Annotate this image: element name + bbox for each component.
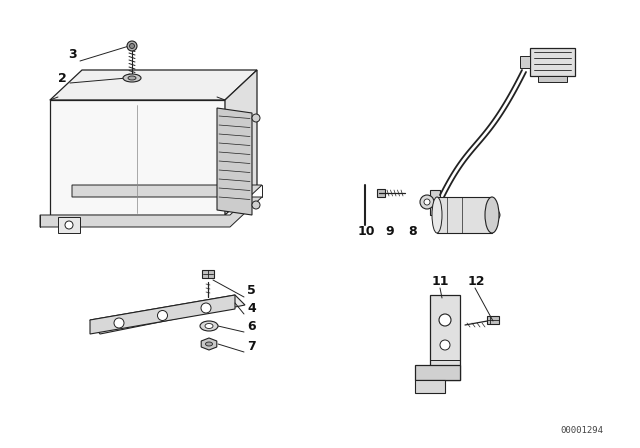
Polygon shape [217,108,252,215]
Ellipse shape [200,321,218,331]
Polygon shape [377,189,385,197]
Text: 10: 10 [358,225,376,238]
Text: 5: 5 [247,284,256,297]
Ellipse shape [123,74,141,82]
Polygon shape [201,338,217,350]
Ellipse shape [128,76,136,80]
Polygon shape [530,48,575,76]
Polygon shape [430,190,440,215]
Ellipse shape [432,197,442,233]
Circle shape [157,310,168,320]
Circle shape [490,210,500,220]
Ellipse shape [485,197,499,233]
Text: 11: 11 [432,275,449,288]
Circle shape [252,201,260,209]
Text: 9: 9 [385,225,394,238]
Circle shape [65,221,73,229]
Text: 12: 12 [468,275,486,288]
Polygon shape [430,295,460,380]
Polygon shape [202,270,214,278]
Polygon shape [415,380,445,393]
Polygon shape [90,295,235,334]
Polygon shape [437,197,492,233]
Polygon shape [415,365,460,380]
Polygon shape [50,70,257,100]
Text: 7: 7 [247,340,256,353]
Circle shape [439,314,451,326]
Polygon shape [50,100,225,215]
Text: 8: 8 [408,225,417,238]
Polygon shape [225,70,257,215]
Circle shape [440,340,450,350]
Ellipse shape [205,342,212,346]
Circle shape [127,41,137,51]
Polygon shape [538,76,567,82]
Circle shape [129,43,134,48]
Polygon shape [487,316,499,324]
Polygon shape [90,295,245,334]
Text: 3: 3 [68,48,77,61]
Circle shape [114,318,124,328]
Text: 6: 6 [247,320,255,333]
Circle shape [252,114,260,122]
Text: 00001294: 00001294 [561,426,604,435]
Polygon shape [58,217,80,233]
Ellipse shape [205,323,213,328]
Text: 4: 4 [247,302,256,315]
Circle shape [420,195,434,209]
Polygon shape [40,185,262,227]
Text: 2: 2 [58,72,67,85]
Polygon shape [520,56,530,68]
Circle shape [424,199,430,205]
Circle shape [201,303,211,313]
